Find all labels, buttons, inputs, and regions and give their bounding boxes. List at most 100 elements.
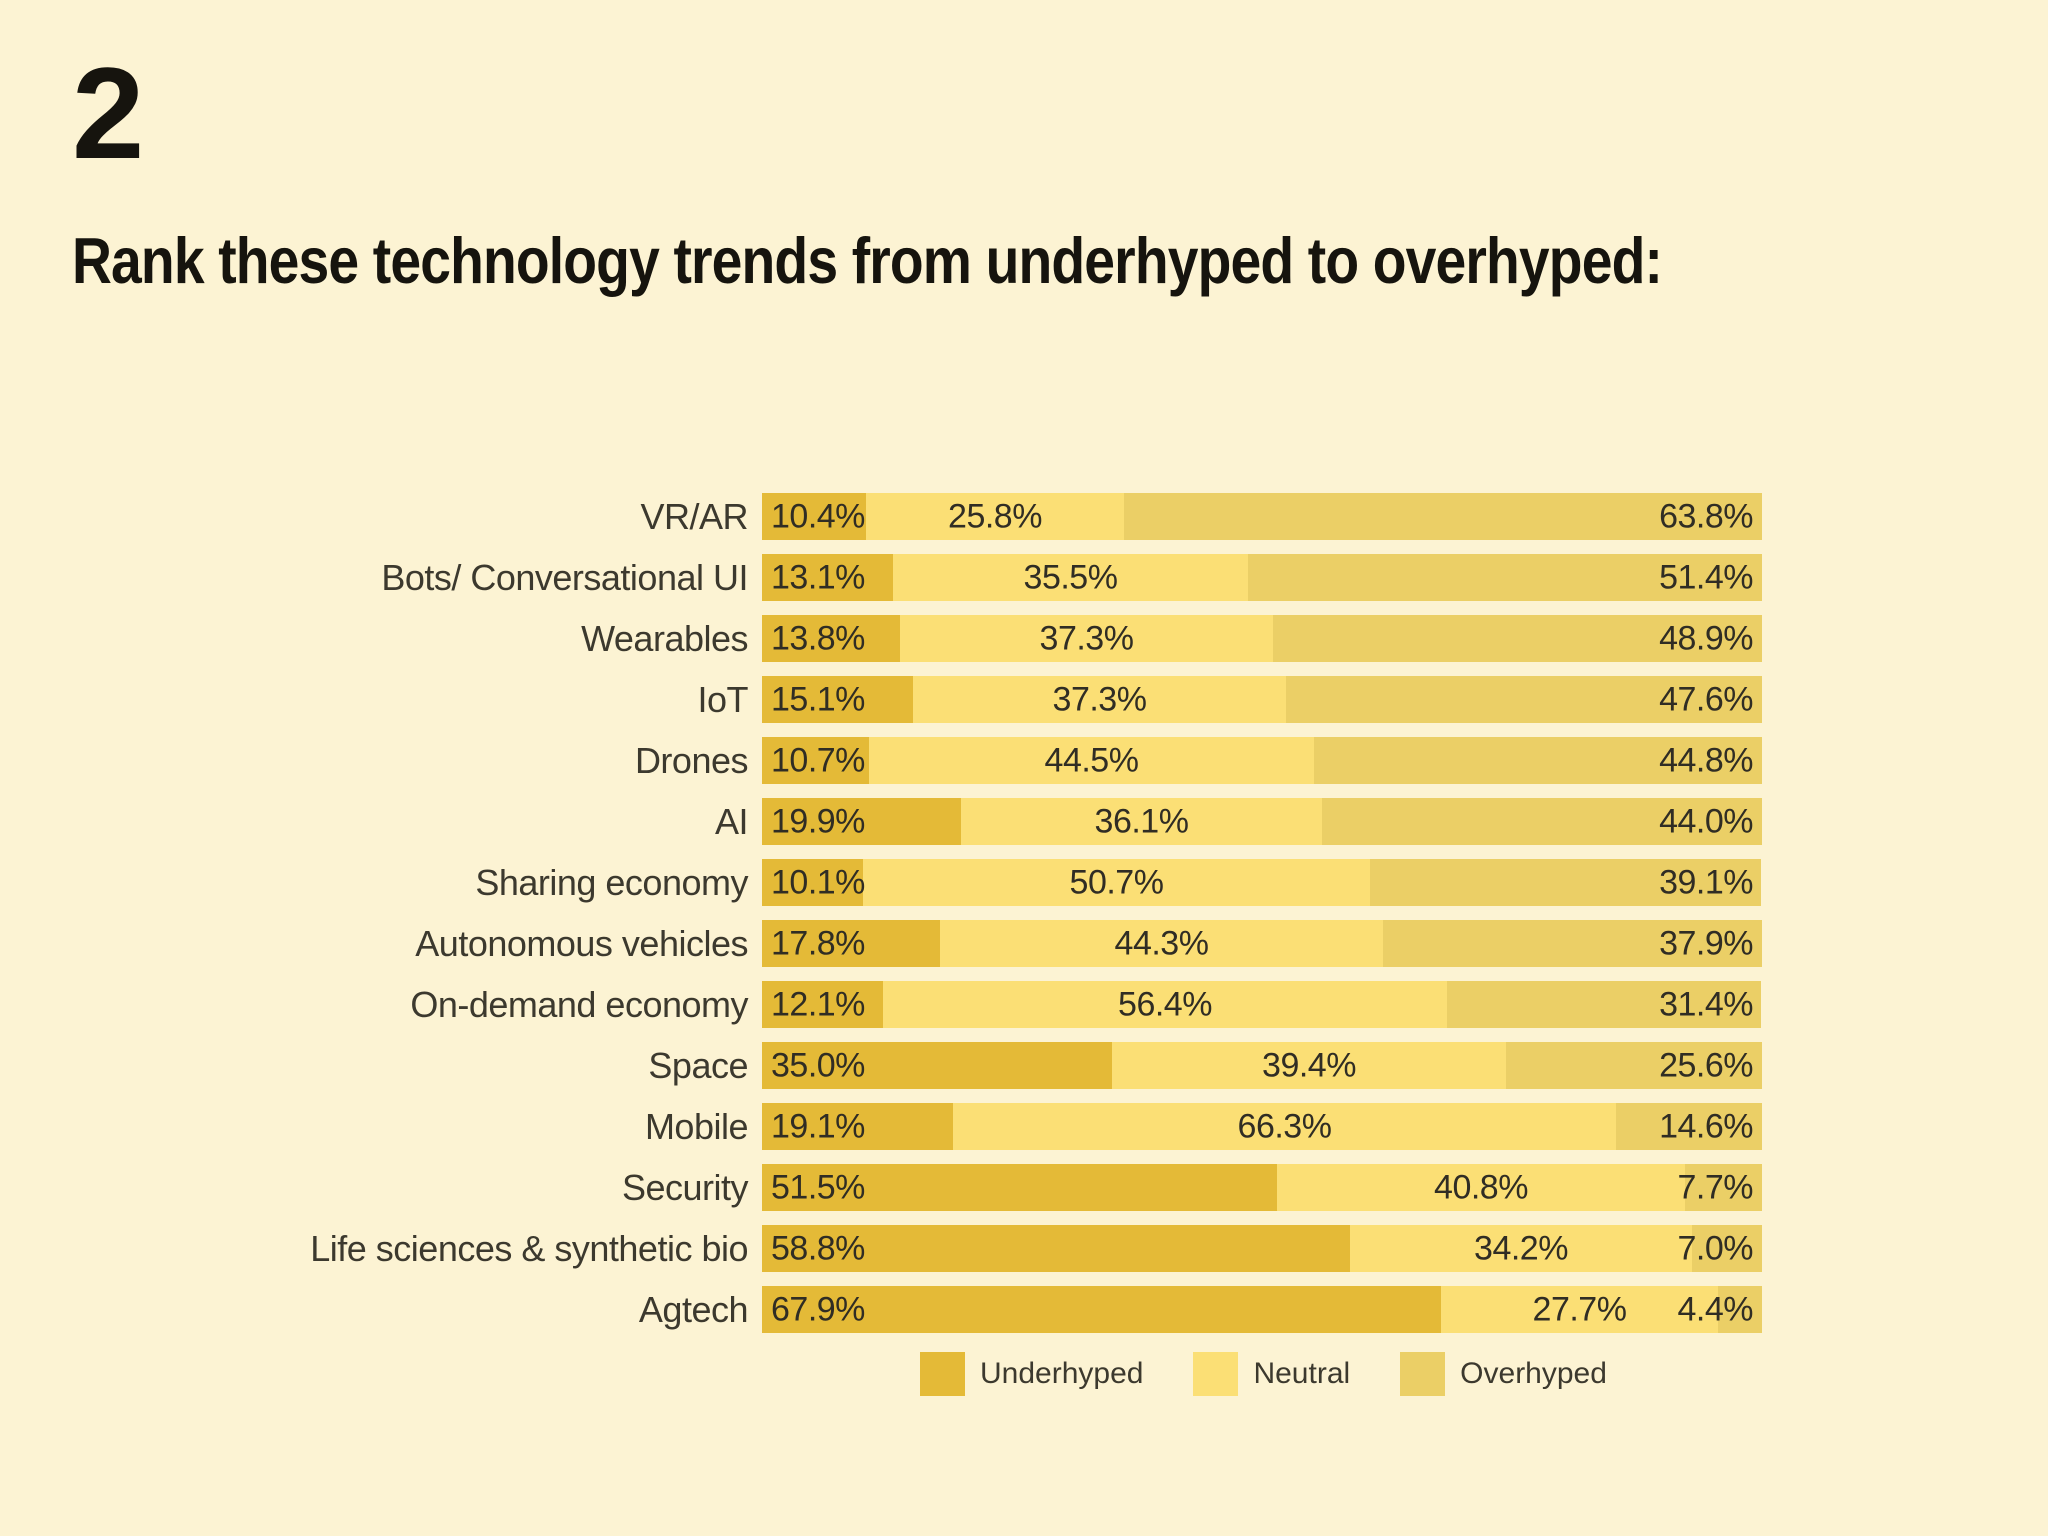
overhyped-segment (1322, 798, 1762, 845)
overhyped-value: 25.6% (1659, 1046, 1753, 1084)
legend-label: Underhyped (980, 1357, 1144, 1390)
chart-row: Life sciences & synthetic bio 58.8% 34.2% 7… (0, 1225, 1800, 1272)
chart-row: Agtech 67.9% 27.7% 4.4% (0, 1286, 1800, 1333)
chart-row: Sharing economy 10.1% 50.7% 39.1% (0, 859, 1800, 906)
overhyped-segment (1370, 859, 1761, 906)
chart-row: On-demand economy 12.1% 56.4% 31.4% (0, 981, 1800, 1028)
stacked-bar: 12.1% 56.4% 31.4% (762, 981, 1762, 1028)
stacked-bar: 51.5% 40.8% 7.7% (762, 1164, 1762, 1211)
stacked-bar: 17.8% 44.3% 37.9% (762, 920, 1762, 967)
neutral-value: 34.2% (1474, 1229, 1568, 1267)
underhyped-segment (762, 798, 961, 845)
underhyped-segment (762, 859, 863, 906)
overhyped-segment (1286, 676, 1762, 723)
legend-item: Underhyped (920, 1352, 1143, 1396)
legend-item: Neutral (1193, 1352, 1350, 1396)
underhyped-segment (762, 981, 883, 1028)
chart-row: Autonomous vehicles 17.8% 44.3% 37.9% (0, 920, 1800, 967)
underhyped-segment (762, 493, 866, 540)
overhyped-segment (1692, 1225, 1762, 1272)
row-label: On-demand economy (410, 983, 748, 1025)
neutral-segment (961, 798, 1322, 845)
row-label: Security (621, 1166, 749, 1208)
underhyped-value: 35.0% (771, 1046, 865, 1084)
neutral-segment (1277, 1164, 1685, 1211)
neutral-value: 50.7% (1069, 863, 1164, 901)
underhyped-value: 10.7% (771, 741, 865, 779)
neutral-value: 27.7% (1532, 1290, 1627, 1328)
chart-row: Wearables 13.8% 37.3% 48.9% (0, 615, 1800, 662)
stacked-bar: 15.1% 37.3% 47.6% (762, 676, 1762, 723)
chart-row: Drones 10.7% 44.5% 44.8% (0, 737, 1800, 784)
neutral-segment (1112, 1042, 1506, 1089)
overhyped-segment (1273, 615, 1762, 662)
underhyped-value: 10.4% (771, 497, 865, 535)
overhyped-value: 4.4% (1677, 1290, 1754, 1328)
row-label: IoT (697, 678, 748, 720)
stacked-bar: 35.0% 39.4% 25.6% (762, 1042, 1762, 1089)
neutral-value: 37.3% (1052, 680, 1147, 718)
neutral-value: 66.3% (1237, 1107, 1332, 1145)
neutral-segment (893, 554, 1248, 601)
underhyped-value: 13.8% (771, 619, 865, 657)
neutral-value: 39.4% (1262, 1046, 1356, 1084)
chart-row: Security 51.5% 40.8% 7.7% (0, 1164, 1800, 1211)
overhyped-value: 48.9% (1659, 619, 1753, 657)
underhyped-segment (762, 1164, 1277, 1211)
chart-row: VR/AR 10.4% 25.8% 63.8% (0, 493, 1800, 540)
legend-item: Overhyped (1400, 1352, 1607, 1396)
chart-legend: Underhyped Neutral Overhyped (920, 1352, 1607, 1396)
neutral-segment (913, 676, 1286, 723)
chart-row: IoT 15.1% 37.3% 47.6% (0, 676, 1800, 723)
overhyped-segment (1506, 1042, 1762, 1089)
overhyped-segment (1248, 554, 1762, 601)
underhyped-value: 10.1% (771, 863, 865, 901)
underhyped-value: 13.1% (771, 558, 865, 596)
neutral-value: 25.8% (948, 497, 1042, 535)
row-label: VR/AR (640, 495, 748, 537)
neutral-segment (863, 859, 1370, 906)
underhyped-value: 67.9% (771, 1290, 865, 1328)
overhyped-value: 63.8% (1659, 497, 1753, 535)
underhyped-segment (762, 920, 940, 967)
stacked-bar: 10.1% 50.7% 39.1% (762, 859, 1762, 906)
chart-row: Mobile 19.1% 66.3% 14.6% (0, 1103, 1800, 1150)
overhyped-segment (1685, 1164, 1762, 1211)
legend-swatch (1400, 1352, 1446, 1396)
overhyped-value: 47.6% (1659, 680, 1753, 718)
underhyped-segment (762, 1225, 1350, 1272)
stacked-bar: 19.1% 66.3% 14.6% (762, 1103, 1762, 1150)
neutral-value: 37.3% (1039, 619, 1134, 657)
overhyped-segment (1447, 981, 1761, 1028)
underhyped-value: 19.9% (771, 802, 865, 840)
neutral-value: 56.4% (1118, 985, 1212, 1023)
legend-swatch (1193, 1352, 1239, 1396)
row-label: Drones (634, 739, 749, 781)
underhyped-segment (762, 737, 869, 784)
slide-number: 2 (72, 40, 144, 186)
underhyped-segment (762, 1042, 1112, 1089)
overhyped-segment (1314, 737, 1762, 784)
neutral-value: 35.5% (1023, 558, 1118, 596)
legend-label: Overhyped (1460, 1357, 1607, 1390)
overhyped-segment (1124, 493, 1762, 540)
neutral-segment (900, 615, 1273, 662)
neutral-value: 44.5% (1044, 741, 1139, 779)
row-label: Agtech (638, 1288, 749, 1330)
chart-row: Bots/ Conversational UI 13.1% 35.5% 51.4% (0, 554, 1800, 601)
stacked-bar: 67.9% 27.7% 4.4% (762, 1286, 1762, 1333)
legend-label: Neutral (1253, 1357, 1351, 1390)
underhyped-value: 15.1% (771, 680, 865, 718)
neutral-segment (869, 737, 1314, 784)
underhyped-segment (762, 615, 900, 662)
underhyped-value: 51.5% (771, 1168, 865, 1206)
stacked-bar: 13.8% 37.3% 48.9% (762, 615, 1762, 662)
neutral-segment (1350, 1225, 1692, 1272)
page-title: Rank these technology trends from underh… (72, 224, 1663, 297)
overhyped-value: 14.6% (1659, 1107, 1753, 1145)
neutral-segment (866, 493, 1124, 540)
row-label: Space (648, 1044, 748, 1086)
legend-swatch (920, 1352, 965, 1396)
neutral-value: 36.1% (1094, 802, 1189, 840)
